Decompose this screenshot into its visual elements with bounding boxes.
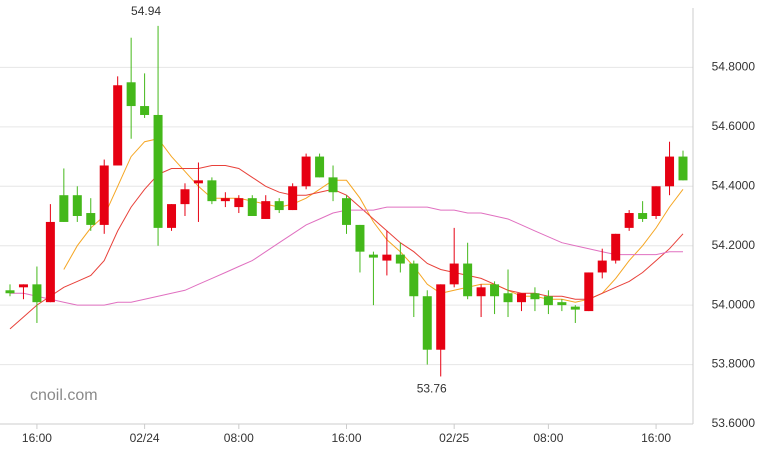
candle-body: [45, 221, 55, 303]
candle-body: [530, 293, 540, 300]
candle-body: [207, 180, 217, 202]
candle-body: [557, 302, 567, 306]
candle-body: [18, 284, 28, 288]
candle-body: [140, 106, 150, 115]
y-tick-label: 54.0000: [712, 297, 756, 311]
candle-body: [665, 156, 675, 187]
candle-body: [59, 195, 69, 222]
candle-body: [516, 293, 526, 303]
annotation: 53.76: [417, 382, 447, 396]
candle-body: [490, 284, 500, 297]
candle-body: [193, 180, 203, 184]
candle-body: [382, 254, 392, 261]
candle-body: [624, 213, 634, 228]
candle-body: [301, 156, 311, 187]
candle-body: [449, 263, 459, 285]
candle-body: [395, 254, 405, 264]
candle-body: [678, 156, 688, 181]
candle-body: [328, 177, 338, 193]
candle-body: [167, 204, 177, 228]
x-tick-label: 02/24: [130, 431, 160, 445]
candle-body: [651, 186, 661, 216]
x-tick-label: 16:00: [331, 431, 361, 445]
x-tick-label: 16:00: [641, 431, 671, 445]
candle-body: [180, 189, 190, 205]
candle-body: [368, 254, 378, 258]
candle-body: [570, 306, 580, 310]
x-tick-label: 02/25: [439, 431, 469, 445]
candle-body: [436, 284, 446, 350]
candle-body: [153, 114, 163, 228]
candle-body: [274, 201, 284, 211]
watermark: cnoil.com: [30, 387, 98, 404]
candle-body: [476, 287, 486, 297]
candle-body: [5, 290, 15, 294]
y-tick-label: 54.6000: [712, 119, 756, 133]
candle-body: [611, 233, 621, 261]
candle-body: [584, 272, 594, 312]
ma-line: [63, 138, 684, 303]
candle-body: [234, 198, 244, 208]
candle-body: [247, 198, 257, 216]
candle-body: [126, 82, 136, 107]
annotation: 54.94: [131, 4, 161, 18]
candle-body: [99, 165, 109, 225]
candle-body: [288, 186, 298, 211]
y-tick-label: 54.2000: [712, 238, 756, 252]
candle-body: [422, 296, 432, 350]
y-tick-label: 54.4000: [712, 178, 756, 192]
y-tick-label: 53.6000: [712, 416, 756, 430]
candle-body: [72, 195, 82, 216]
candle-body: [638, 213, 648, 219]
y-tick-label: 54.8000: [712, 60, 756, 74]
x-tick-label: 08:00: [224, 431, 254, 445]
candle-body: [342, 198, 351, 225]
candle-body: [355, 224, 365, 252]
candle-body: [32, 284, 42, 303]
candle-body: [503, 293, 513, 303]
candle-body: [315, 156, 325, 178]
y-tick-label: 53.8000: [712, 357, 756, 371]
candle-body: [86, 213, 96, 225]
x-tick-label: 08:00: [533, 431, 563, 445]
candle-body: [261, 201, 271, 219]
candle-body: [409, 263, 419, 297]
candle-body: [597, 260, 607, 273]
candle-body: [543, 296, 553, 306]
x-tick-label: 16:00: [22, 431, 52, 445]
candle-body: [463, 263, 473, 297]
candle-body: [220, 198, 230, 202]
candle-body: [113, 85, 123, 166]
